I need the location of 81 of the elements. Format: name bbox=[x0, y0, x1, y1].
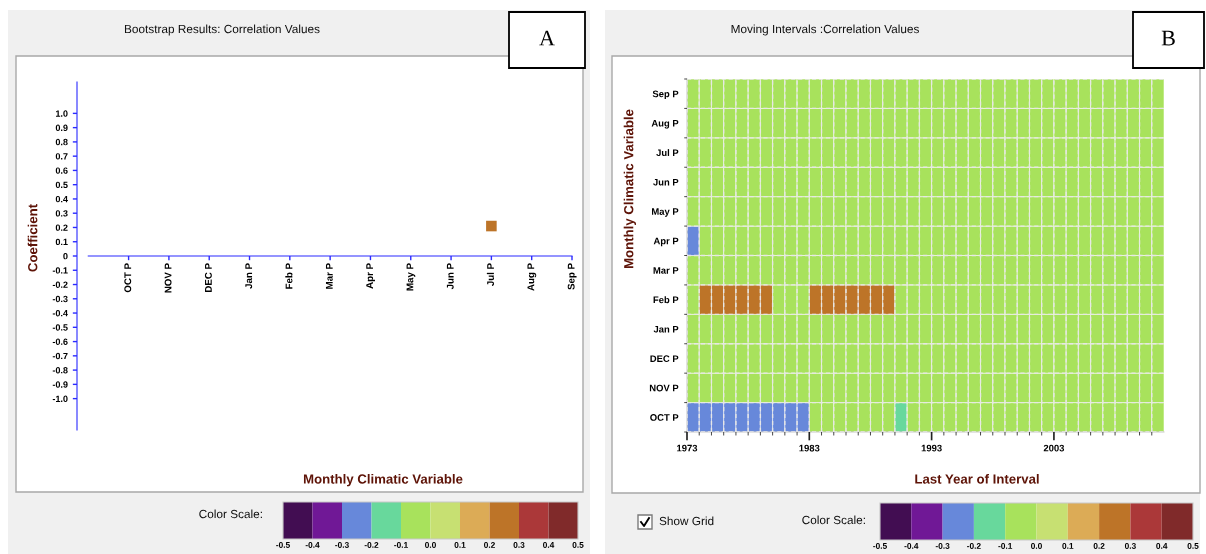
y-tick-label: -0.1 bbox=[52, 267, 68, 274]
color-bar-label: 0.2 bbox=[1093, 543, 1105, 549]
y-tick-label: 0.2 bbox=[55, 224, 68, 231]
color-bar-label: -0.4 bbox=[305, 542, 320, 548]
y-tick-label: 0.7 bbox=[55, 153, 68, 160]
y-tick-label: May P bbox=[652, 208, 679, 217]
color-bar-label: 0.4 bbox=[543, 542, 555, 548]
text: B bbox=[1161, 30, 1175, 46]
color-bar-label: 0.2 bbox=[484, 542, 495, 548]
x-tick-label: 1983 bbox=[799, 444, 820, 452]
y-tick-label: 0 bbox=[63, 252, 68, 260]
color-bar-title: Color Scale: bbox=[199, 509, 262, 519]
y-tick-label: 0.8 bbox=[55, 138, 68, 146]
y-axis-title: Coefficient bbox=[27, 204, 38, 272]
y-tick-label: 0.4 bbox=[55, 195, 68, 203]
x-tick-label: Sep P bbox=[567, 263, 577, 290]
y-tick-label: -0.5 bbox=[52, 324, 68, 331]
x-tick-label: May P bbox=[406, 263, 416, 291]
y-tick-label: -0.4 bbox=[52, 310, 68, 317]
y-tick-label: Aug P bbox=[651, 120, 679, 129]
y-tick-label: Jul P bbox=[656, 149, 679, 157]
y-tick-label: -0.2 bbox=[52, 281, 68, 288]
y-tick-label: 0.9 bbox=[55, 124, 68, 131]
chart-title: Bootstrap Results: Correlation Values bbox=[124, 24, 320, 36]
color-bar-label: -0.2 bbox=[364, 542, 379, 548]
color-bar-label: 0.5 bbox=[572, 542, 584, 548]
y-tick-label: Sep P bbox=[652, 90, 679, 100]
color-bar-label: 0.0 bbox=[425, 542, 436, 548]
x-tick-label: NOV P bbox=[164, 263, 172, 293]
color-bar-label: 0.1 bbox=[454, 542, 466, 548]
x-tick-label: Mar P bbox=[325, 263, 333, 289]
x-tick-label: 1993 bbox=[921, 444, 942, 452]
y-tick-label: 1.0 bbox=[55, 110, 68, 117]
y-axis-title: Monthly Climatic Variable bbox=[623, 109, 636, 269]
color-bar-label: -0.5 bbox=[873, 543, 887, 549]
color-bar-label: -0.4 bbox=[904, 543, 919, 549]
y-tick-label: -0.3 bbox=[52, 295, 68, 303]
color-bar-title: Color Scale: bbox=[802, 515, 865, 525]
x-tick-label: Jun P bbox=[446, 263, 454, 290]
x-tick-label: Jan P bbox=[245, 263, 253, 289]
color-bar-label: -0.1 bbox=[394, 542, 408, 548]
y-tick-label: OCT P bbox=[650, 414, 679, 421]
x-tick-label: 1973 bbox=[677, 444, 698, 452]
y-tick-label: -1.0 bbox=[52, 395, 68, 402]
y-tick-label: 0.1 bbox=[55, 238, 68, 246]
color-bar-label: -0.3 bbox=[935, 543, 950, 549]
y-tick-label: -0.6 bbox=[52, 338, 68, 345]
x-tick-label: Aug P bbox=[527, 263, 537, 291]
x-tick-label: Feb P bbox=[285, 263, 293, 289]
color-bar-label: 0.0 bbox=[1031, 543, 1042, 549]
x-tick-label: DEC P bbox=[204, 263, 212, 293]
y-tick-label: -0.7 bbox=[52, 352, 68, 360]
color-bar-label: 0.5 bbox=[1187, 543, 1199, 549]
x-tick-label: 2003 bbox=[1043, 444, 1065, 452]
y-tick-label: -0.9 bbox=[52, 381, 68, 388]
y-tick-label: Jun P bbox=[653, 178, 679, 186]
color-bar-label: 0.3 bbox=[513, 542, 525, 548]
x-tick-label: Apr P bbox=[366, 263, 375, 289]
x-axis-title: Last Year of Interval bbox=[915, 474, 1039, 484]
x-tick-label: Jul P bbox=[486, 263, 494, 287]
y-tick-label: -0.8 bbox=[52, 367, 68, 374]
y-tick-label: NOV P bbox=[649, 384, 679, 392]
color-bar-label: 0.3 bbox=[1124, 543, 1136, 549]
y-tick-label: 0.6 bbox=[55, 167, 68, 174]
y-tick-label: DEC P bbox=[650, 355, 679, 362]
text: A bbox=[539, 30, 555, 46]
x-tick-label: OCT P bbox=[124, 263, 132, 293]
y-tick-label: Feb P bbox=[653, 296, 679, 304]
color-bar-label: -0.1 bbox=[998, 543, 1013, 549]
y-tick-label: 0.3 bbox=[55, 210, 68, 217]
y-tick-label: Apr P bbox=[653, 237, 679, 247]
text: Show Grid bbox=[659, 516, 714, 526]
y-tick-label: Jan P bbox=[653, 325, 679, 333]
color-bar-label: -0.2 bbox=[967, 543, 981, 549]
color-bar-label: -0.5 bbox=[276, 542, 290, 548]
chart-title: Moving Intervals :Correlation Values bbox=[731, 24, 919, 36]
color-bar-label: 0.4 bbox=[1156, 543, 1168, 549]
y-tick-label: 0.5 bbox=[55, 181, 68, 189]
x-axis-title: Monthly Climatic Variable bbox=[303, 474, 463, 487]
color-bar-label: -0.3 bbox=[335, 542, 349, 548]
color-bar-label: 0.1 bbox=[1062, 543, 1074, 549]
